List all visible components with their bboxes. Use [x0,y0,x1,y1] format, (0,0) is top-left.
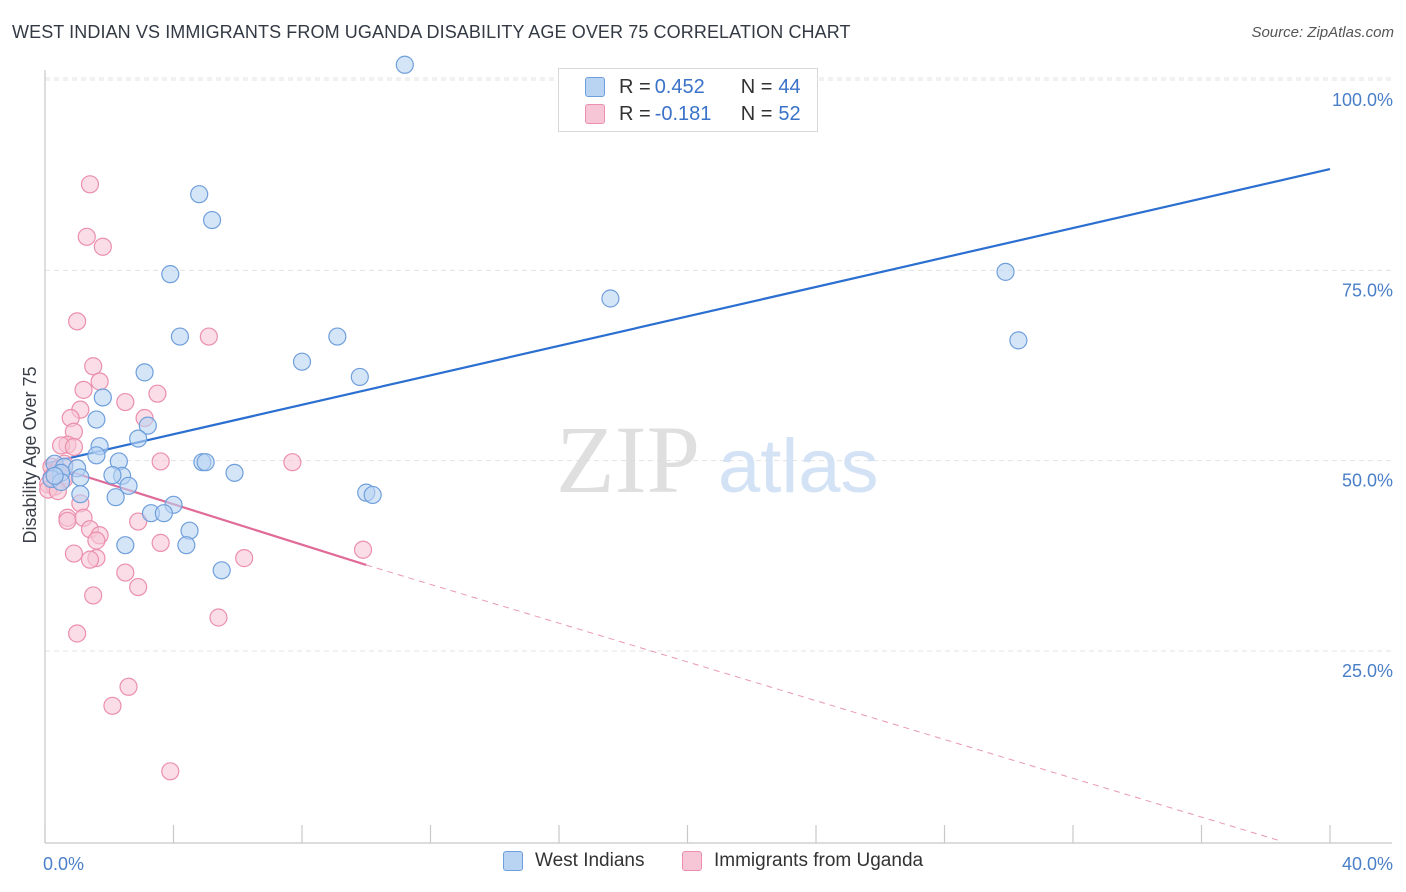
west-indians-point [103,466,122,485]
uganda-point [84,357,103,376]
y-tick-label: 100.0% [1332,90,1393,110]
legend-row-west-indians: R = 0.452 N = 44 [585,75,801,99]
west-indians-point [93,388,112,407]
legend-n-label: N = [740,102,773,125]
uganda-point [151,533,170,552]
west-indians-point [1009,331,1028,350]
uganda-point [74,380,93,399]
legend-swatch-blue [503,851,523,871]
tick-labels: 25.0% 50.0% 75.0% 100.0% 0.0% 40.0% [43,90,1393,874]
uganda-point [235,549,254,568]
uganda-point [64,437,84,457]
uganda-point [151,452,170,471]
uganda-trend-line [44,462,367,567]
west-indians-point [135,363,154,382]
west-indians-point [106,488,125,507]
y-tick-label: 25.0% [1342,661,1393,681]
y-tick-label: 50.0% [1342,471,1393,491]
axes [44,70,1392,844]
x-tick-label: 40.0% [1342,854,1393,874]
uganda-point [199,327,218,346]
west-indians-point [170,327,190,346]
west-indians-point [601,289,620,308]
west-indians-point [328,327,347,346]
west-indians-point [202,210,222,230]
west-indians-point [71,485,90,504]
legend-n-label: N = [740,75,773,98]
west-indians-trend-line [44,168,1331,465]
uganda-point [84,586,103,605]
uganda-point [129,577,148,597]
y-axis-label: Disability Age Over 75 [20,366,40,543]
legend-swatch-pink [585,104,605,124]
west-indians-point [190,185,209,204]
trend-lines [44,168,1331,842]
legend-item-uganda[interactable]: Immigrants from Uganda [682,850,923,872]
west-indians-point [996,262,1015,281]
west-indians-point [87,410,106,429]
legend-r-value: -0.181 [654,102,712,125]
west-indians-point [212,561,231,580]
uganda-point [77,227,96,246]
uganda-point [116,392,135,412]
west-indians-point [116,536,135,555]
uganda-point [129,512,148,531]
legend-item-west-indians[interactable]: West Indians [503,850,644,872]
west-indians-point [350,367,369,387]
data-points [39,55,1028,781]
uganda-point [87,531,106,550]
uganda-point [80,175,100,194]
legend-label-west-indians: West Indians [535,850,645,871]
source-credit: Source: ZipAtlas.com [1251,24,1394,41]
west-indians-point [71,468,90,487]
chart-title: WEST INDIAN VS IMMIGRANTS FROM UGANDA DI… [12,22,851,42]
legend-label-uganda: Immigrants from Uganda [714,850,924,871]
y-tick-label: 75.0% [1342,280,1393,300]
west-indians-point [119,476,138,495]
watermark-atlas: atlas [718,424,879,509]
watermark-zip: ZIP [556,406,700,513]
west-indians-point [363,485,382,505]
uganda-point [80,550,100,569]
west-indians-point [225,463,244,482]
uganda-point [161,762,180,781]
legend-r-value: 0.452 [654,75,705,98]
west-indians-point [177,536,196,555]
west-indians-point [129,429,148,448]
uganda-point [353,540,373,559]
west-indians-point [87,446,106,465]
legend-n-value: 52 [778,102,801,125]
uganda-point [103,696,122,715]
west-indians-point [138,416,157,435]
legend-r-label: R = [619,102,651,125]
uganda-point [148,384,167,403]
legend-row-uganda: R = -0.181 N = 52 [585,102,801,126]
uganda-point [93,237,112,256]
watermark: ZIP atlas [556,406,879,513]
west-indians-point [292,352,312,371]
uganda-point [68,312,87,331]
west-indians-point [196,453,215,472]
legend-swatch-pink [682,851,702,871]
stats-legend: R = 0.452 N = 44 R = -0.181 N = 52 [558,68,818,132]
legend-r-label: R = [619,75,651,98]
uganda-point [68,624,87,643]
legend-n-value: 44 [778,75,801,98]
uganda-trend-extension [366,564,1282,842]
series-legend: West Indians Immigrants from Uganda [0,850,1406,878]
uganda-point [58,511,77,530]
uganda-point [119,677,138,696]
legend-swatch-blue [585,77,605,97]
uganda-point [283,453,302,472]
west-indians-point [395,55,414,74]
uganda-point [209,608,228,627]
west-indians-point [45,466,64,485]
uganda-point [90,372,109,391]
uganda-point [64,544,84,563]
uganda-point [116,563,135,582]
west-indians-point [161,265,180,284]
west-indians-point [154,504,173,523]
x-tick-label: 0.0% [43,854,84,874]
